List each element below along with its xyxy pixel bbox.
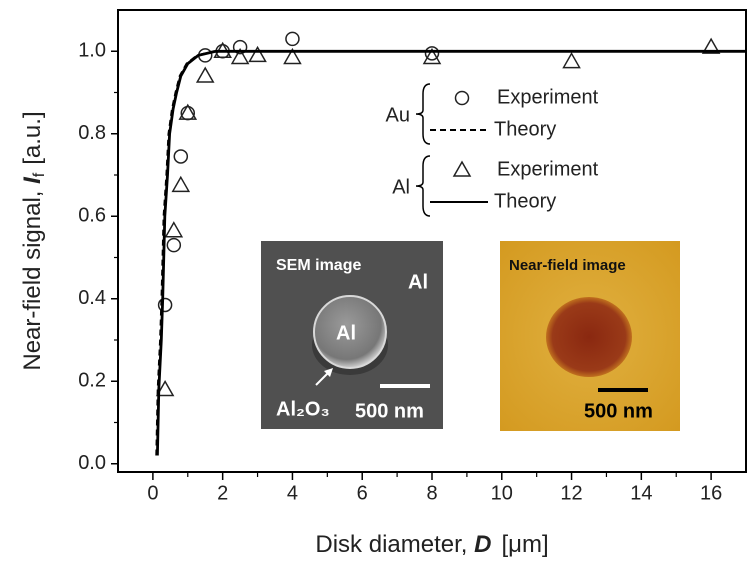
x-tick-label: 2 <box>217 482 228 504</box>
x-tick-label: 8 <box>426 482 437 504</box>
near-field-scale: 500 nm <box>584 400 653 422</box>
y-tick-label: 1.0 <box>78 40 106 62</box>
x-tick-label: 6 <box>357 482 368 504</box>
x-tick-label: 4 <box>287 482 298 504</box>
x-axis-label: Disk diameter, D [μm] <box>315 531 548 558</box>
legend-label: Experiment <box>497 86 599 108</box>
data-point <box>286 32 299 45</box>
y-axis-label: Near-field signal, If[a.u.] <box>19 111 48 370</box>
insets: SEM image Al Al Al₂O₃ 500 nm Near-field … <box>261 241 680 431</box>
x-tick-label: 12 <box>560 482 582 504</box>
y-label-unit: [a.u.] <box>19 111 46 164</box>
x-tick-label: 16 <box>700 482 722 504</box>
x-label-text: Disk diameter, <box>315 531 474 558</box>
x-tick-label: 10 <box>491 482 513 504</box>
y-tick-label: 0.8 <box>78 122 106 144</box>
x-label-unit: [μm] <box>501 531 548 558</box>
x-label-symbol: D <box>474 531 491 558</box>
data-point <box>564 54 580 68</box>
sem-disk-label: Al <box>336 322 356 344</box>
data-point <box>197 68 213 82</box>
legend-label: Experiment <box>497 158 599 180</box>
legend-group-label: Au <box>386 104 410 126</box>
data-point <box>167 239 180 252</box>
x-tick-label: 0 <box>147 482 158 504</box>
legend-label: Theory <box>494 118 556 140</box>
y-tick-label: 0.2 <box>78 370 106 392</box>
legend-label: Theory <box>494 190 556 212</box>
y-tick-label: 0.6 <box>78 205 106 227</box>
legend-marker <box>456 92 469 105</box>
near-field-disk <box>546 297 632 377</box>
y-label-text: Near-field signal, <box>19 184 46 371</box>
y-tick-label: 0.0 <box>78 452 106 474</box>
legend-group-label: Al <box>392 176 410 198</box>
data-point <box>174 150 187 163</box>
x-tick-label: 14 <box>630 482 652 504</box>
y-tick-label: 0.4 <box>78 287 106 309</box>
data-point <box>173 177 189 191</box>
sem-title: SEM image <box>276 257 361 274</box>
legend-brace <box>416 156 430 216</box>
legend-marker <box>454 162 470 176</box>
sem-scale: 500 nm <box>355 400 424 422</box>
legend-brace <box>416 84 430 144</box>
sem-oxide: Al₂O₃ <box>276 398 330 420</box>
data-point <box>250 47 266 61</box>
chart: SEM image Al Al Al₂O₃ 500 nm Near-field … <box>0 0 748 566</box>
data-point <box>166 223 182 237</box>
sem-material: Al <box>408 271 428 293</box>
near-field-title: Near-field image <box>509 257 626 274</box>
y-label-subscript: f <box>31 172 48 177</box>
